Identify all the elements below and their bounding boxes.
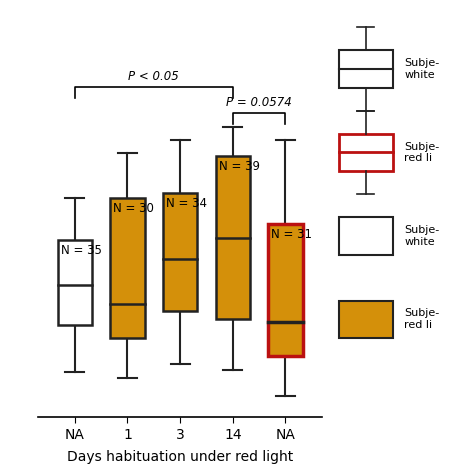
Text: N = 31: N = 31 (272, 228, 312, 241)
Bar (339, 134, 393, 171)
Text: N = 30: N = 30 (113, 202, 155, 215)
Text: Subje-
red li: Subje- red li (404, 142, 439, 163)
Text: N = 34: N = 34 (166, 197, 207, 210)
X-axis label: Days habituation under red light: Days habituation under red light (67, 450, 293, 464)
Bar (268, 224, 302, 356)
Bar (110, 198, 145, 338)
Text: N = 39: N = 39 (219, 160, 260, 173)
Bar (339, 217, 393, 255)
Bar (339, 301, 393, 338)
Text: Subje-
white: Subje- white (404, 58, 439, 80)
Bar (163, 192, 197, 311)
Text: P < 0.05: P < 0.05 (128, 70, 179, 83)
Text: Subje-
white: Subje- white (404, 225, 439, 246)
Text: N = 35: N = 35 (61, 244, 102, 257)
Bar (216, 155, 250, 319)
Bar (58, 240, 92, 325)
Bar (339, 50, 393, 88)
Text: P = 0.0574: P = 0.0574 (226, 97, 292, 109)
Text: Subje-
red li: Subje- red li (404, 309, 439, 330)
